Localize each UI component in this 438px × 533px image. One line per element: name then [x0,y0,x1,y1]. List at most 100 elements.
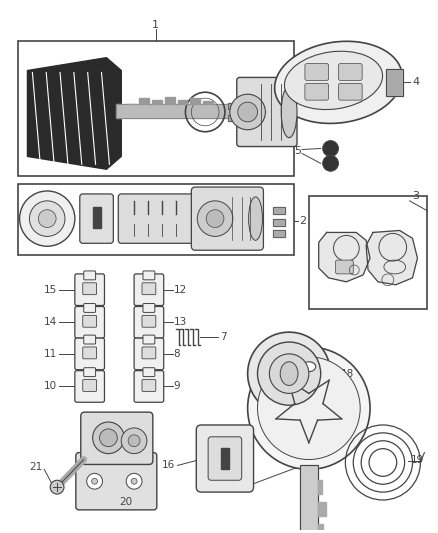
FancyBboxPatch shape [208,437,242,480]
FancyBboxPatch shape [80,194,113,243]
Bar [309,196,427,310]
Bar [273,230,285,237]
Text: 8: 8 [173,349,180,359]
Text: 2: 2 [299,215,306,225]
Ellipse shape [275,41,402,124]
Circle shape [323,156,339,171]
Circle shape [50,480,64,494]
Text: 14: 14 [44,317,57,327]
Ellipse shape [280,362,298,385]
FancyBboxPatch shape [84,368,95,377]
Text: 10: 10 [44,382,57,391]
Circle shape [238,102,258,122]
Text: 5: 5 [294,147,301,157]
FancyBboxPatch shape [83,283,96,295]
FancyBboxPatch shape [305,83,328,100]
FancyBboxPatch shape [196,425,254,492]
Polygon shape [221,448,229,470]
Circle shape [20,191,75,246]
Circle shape [206,209,224,228]
FancyBboxPatch shape [134,274,164,305]
Circle shape [121,428,147,454]
FancyBboxPatch shape [142,283,156,295]
Circle shape [92,422,124,454]
FancyBboxPatch shape [75,370,105,402]
Circle shape [38,209,56,228]
Polygon shape [191,98,200,104]
FancyBboxPatch shape [75,274,105,305]
Polygon shape [273,230,285,237]
FancyBboxPatch shape [83,316,96,327]
Polygon shape [165,96,175,104]
FancyBboxPatch shape [134,370,164,402]
Circle shape [99,429,117,447]
Polygon shape [139,98,149,104]
FancyBboxPatch shape [339,63,362,80]
FancyBboxPatch shape [83,347,96,359]
Circle shape [247,347,370,470]
Text: 20: 20 [119,497,132,507]
Circle shape [247,332,331,415]
Circle shape [87,473,102,489]
Polygon shape [319,232,370,282]
FancyBboxPatch shape [143,303,155,312]
Text: 16: 16 [162,461,176,471]
Circle shape [197,201,233,237]
Bar [300,465,318,533]
Circle shape [128,435,140,447]
Text: 1: 1 [152,20,159,30]
FancyBboxPatch shape [336,260,353,274]
Polygon shape [203,101,213,104]
Text: 4: 4 [413,77,420,87]
Bar [273,207,285,214]
Polygon shape [318,524,323,533]
Polygon shape [273,219,285,225]
Polygon shape [92,207,101,229]
Text: 3: 3 [413,191,420,201]
Bar [228,115,240,121]
FancyBboxPatch shape [134,306,164,338]
Polygon shape [228,103,240,109]
Text: 6: 6 [241,480,247,490]
Polygon shape [273,207,285,214]
Ellipse shape [302,362,316,372]
Polygon shape [177,100,187,104]
Text: 21: 21 [29,463,42,472]
FancyBboxPatch shape [84,303,95,312]
Circle shape [258,342,321,405]
FancyBboxPatch shape [84,271,95,280]
FancyBboxPatch shape [143,368,155,377]
Polygon shape [366,230,417,285]
Bar [386,69,403,96]
FancyBboxPatch shape [142,379,156,391]
Polygon shape [318,480,321,494]
FancyBboxPatch shape [75,338,105,370]
FancyBboxPatch shape [339,83,362,100]
Circle shape [92,478,98,484]
Circle shape [269,354,309,393]
Circle shape [126,473,142,489]
FancyBboxPatch shape [76,453,157,510]
Polygon shape [318,502,325,516]
Bar [18,41,294,176]
Circle shape [323,141,339,156]
Polygon shape [228,115,240,121]
Text: 19: 19 [410,455,424,465]
FancyBboxPatch shape [191,187,263,250]
FancyBboxPatch shape [84,335,95,344]
Circle shape [29,201,65,237]
Bar [18,184,294,255]
Text: 9: 9 [173,382,180,391]
FancyBboxPatch shape [142,316,156,327]
FancyBboxPatch shape [143,335,155,344]
Bar [273,219,285,225]
FancyBboxPatch shape [75,306,105,338]
Text: 15: 15 [44,285,57,295]
Polygon shape [300,465,318,533]
Ellipse shape [249,197,262,240]
Bar [228,103,240,109]
Ellipse shape [285,51,382,110]
Polygon shape [386,69,403,96]
FancyBboxPatch shape [142,347,156,359]
Circle shape [131,478,137,484]
